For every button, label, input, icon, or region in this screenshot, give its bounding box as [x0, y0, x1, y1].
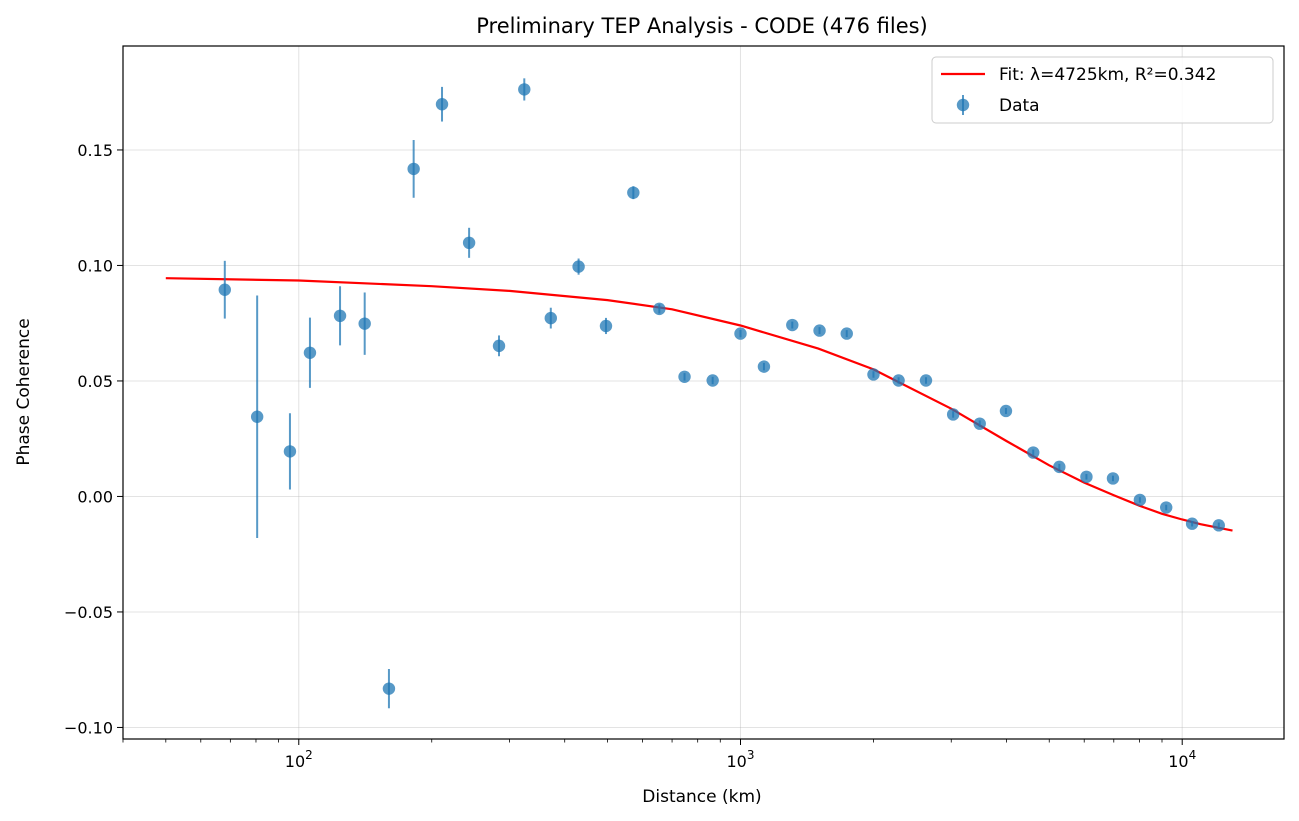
y-tick-label: 0.00	[77, 487, 113, 506]
data-point	[892, 374, 905, 387]
data-point	[813, 324, 826, 337]
data-point	[333, 309, 347, 323]
data-point	[867, 368, 880, 381]
data-point	[706, 374, 719, 387]
data-point	[946, 408, 960, 421]
data-point	[840, 327, 853, 340]
data-point	[734, 327, 747, 340]
y-tick-label: 0.10	[77, 256, 113, 275]
data-point	[1212, 519, 1225, 532]
data-point	[407, 162, 420, 176]
data-point	[599, 319, 613, 333]
axes-frame	[122, 45, 1285, 740]
data-point	[919, 374, 933, 387]
x-tick-label: 104	[1168, 748, 1196, 771]
data-point	[757, 360, 771, 373]
data-point	[678, 370, 691, 383]
data-point	[572, 260, 585, 273]
y-axis-label: Phase Coherence	[14, 318, 34, 465]
data-point	[653, 302, 666, 316]
y-tick-label: 0.15	[77, 141, 113, 160]
x-axis-label: Distance (km)	[642, 787, 761, 807]
data-point	[1080, 470, 1093, 484]
data-point	[1027, 446, 1040, 459]
data-point	[518, 83, 531, 96]
y-tick-label: −0.05	[64, 603, 113, 622]
x-tick-label: 103	[726, 748, 754, 771]
data-point	[544, 311, 557, 325]
data-point	[1185, 517, 1199, 530]
data-point	[627, 186, 640, 199]
data-point	[250, 410, 264, 423]
data-point	[1133, 493, 1147, 507]
legend-box	[931, 56, 1274, 124]
legend-data-marker	[956, 98, 970, 112]
x-tick-label: 102	[285, 748, 313, 771]
data-point	[358, 317, 371, 330]
y-tick-label: −0.10	[64, 718, 113, 737]
data-point	[492, 339, 506, 353]
data-point	[218, 283, 231, 296]
data-point	[435, 98, 449, 111]
legend: Fit: λ=4725km, R²=0.342 Data	[931, 56, 1274, 124]
legend-data-label: Data	[999, 96, 1040, 116]
chart-title: Preliminary TEP Analysis - CODE (476 fil…	[476, 14, 928, 38]
data-point	[1106, 472, 1120, 485]
data-point	[283, 445, 297, 458]
data-point	[999, 404, 1013, 418]
legend-fit-label: Fit: λ=4725km, R²=0.342	[999, 65, 1216, 85]
data-point	[1160, 501, 1173, 514]
data-point	[462, 236, 476, 250]
y-tick-label: 0.05	[77, 372, 113, 391]
axis-ticks: −0.10 −0.05 0.00 0.05 0.10 0.15 102 103 104	[64, 141, 1196, 771]
data-point	[382, 682, 396, 695]
data-point	[786, 318, 799, 332]
data-point	[1053, 460, 1066, 474]
grid	[123, 46, 1284, 739]
plot-area	[165, 78, 1233, 709]
data-point	[973, 417, 986, 430]
data-point	[303, 346, 317, 359]
